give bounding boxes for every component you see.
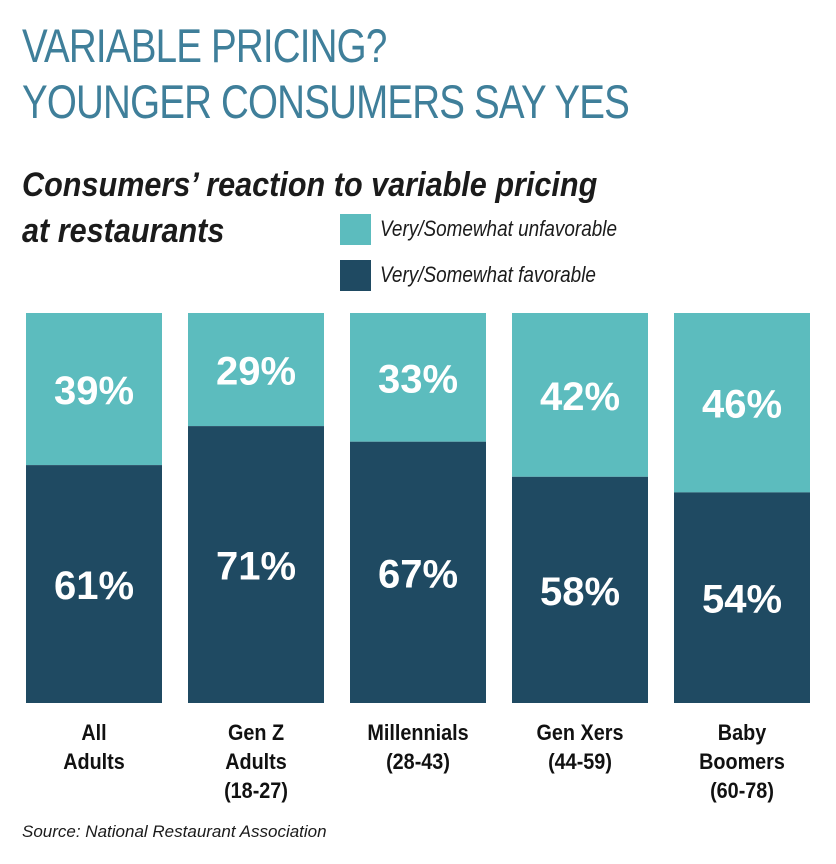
headline-line-2: YOUNGER CONSUMERS SAY YES [22,75,630,128]
value-label-favorable-1: 71% [216,545,296,589]
bar-unfavorable-3 [512,313,648,477]
legend-label-unfavorable: Very/Somewhat unfavorable [380,216,617,241]
category-label-line: Gen Xers [536,720,624,745]
bar-unfavorable-0 [26,313,162,466]
category-label-line: Millennials [367,720,469,745]
bar-favorable-3 [512,476,648,703]
category-label-line: (18-27) [224,778,288,803]
legend: Very/Somewhat unfavorable Very/Somewhat … [340,213,656,306]
category-label-line: (28-43) [386,749,450,774]
subtitle-line-2: at restaurants [22,212,225,250]
category-label-4: Baby Boomers (60-78) [675,718,810,805]
category-label-1: Gen Z Adults (18-27) [189,718,324,805]
bar-favorable-1 [188,426,324,703]
category-label-line: (60-78) [710,778,774,803]
category-label-line: Adults [225,749,287,774]
value-label-favorable-0: 61% [54,564,134,608]
value-label-unfavorable-3: 42% [540,375,620,419]
category-label-line: Gen Z [227,720,285,745]
legend-item-favorable: Very/Somewhat favorable [340,259,656,291]
value-label-favorable-4: 54% [702,578,782,622]
legend-item-unfavorable: Very/Somewhat unfavorable [340,213,656,245]
bar-unfavorable-4 [674,313,810,493]
value-label-favorable-2: 67% [378,552,458,596]
legend-label-favorable: Very/Somewhat favorable [380,262,596,287]
value-label-favorable-3: 58% [540,570,620,614]
value-label-unfavorable-2: 33% [378,357,458,401]
bar-unfavorable-1 [188,313,324,427]
category-label-line: All [81,720,107,745]
category-label-3: Gen Xers (44-59) [513,718,648,776]
value-label-unfavorable-0: 39% [54,369,134,413]
category-label-line: Baby [717,720,767,745]
category-label-2: Millennials (28-43) [351,718,486,776]
legend-swatch-favorable [340,259,371,291]
subtitle-line-1: Consumers’ reaction to variable pricing [22,166,598,204]
value-label-unfavorable-4: 46% [702,383,782,427]
headline: VARIABLE PRICING? YOUNGER CONSUMERS SAY … [22,18,630,130]
category-label-line: Boomers [699,749,785,774]
source-note: Source: National Restaurant Association [22,822,327,841]
legend-swatch-unfavorable [340,213,371,245]
category-label-0: All Adults [27,718,162,776]
bar-favorable-2 [350,441,486,703]
headline-line-1: VARIABLE PRICING? [22,19,387,72]
bar-favorable-0 [26,465,162,703]
category-label-line: (44-59) [548,749,612,774]
chart-subtitle: Consumers’ reaction to variable pricing … [22,162,597,254]
bar-unfavorable-2 [350,313,486,442]
bar-favorable-4 [674,492,810,703]
value-label-unfavorable-1: 29% [216,350,296,394]
category-label-line: Adults [63,749,125,774]
